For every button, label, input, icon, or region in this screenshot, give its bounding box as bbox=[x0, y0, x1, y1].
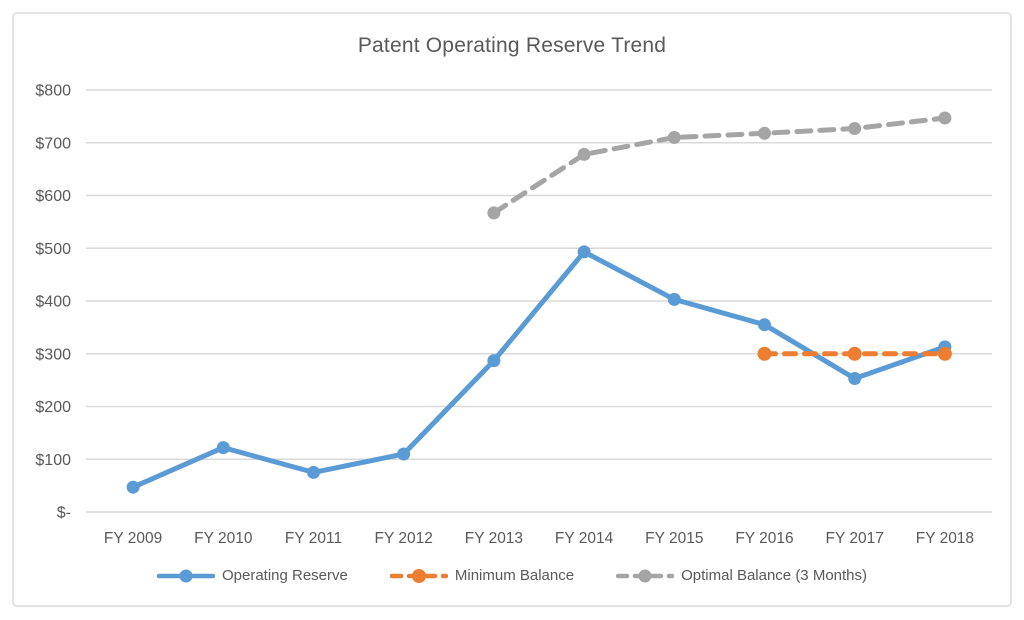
series-line-operating-reserve bbox=[130, 249, 948, 490]
data-point-operating-reserve bbox=[848, 372, 862, 385]
legend-label-optimal-balance: Optimal Balance (3 Months) bbox=[681, 567, 868, 584]
data-point-operating-reserve bbox=[397, 447, 411, 461]
x-axis-tick-label: FY 2017 bbox=[826, 530, 884, 547]
legend-sample-marker bbox=[638, 569, 652, 582]
x-axis-tick-label: FY 2010 bbox=[194, 530, 253, 547]
x-axis-tick-label: FY 2009 bbox=[104, 530, 162, 547]
legend-sample-marker bbox=[411, 568, 426, 583]
x-axis-tick-label: FY 2011 bbox=[285, 530, 342, 547]
legend-line-marker-icon bbox=[156, 569, 215, 582]
legend-item-operating-reserve: Operating Reserve bbox=[156, 567, 348, 584]
y-axis-tick-label: $200 bbox=[35, 399, 71, 416]
data-point-operating-reserve bbox=[667, 292, 681, 306]
legend-line-marker-icon bbox=[616, 569, 675, 582]
y-axis-tick-label: $500 bbox=[35, 241, 71, 258]
y-axis-tick-label: $600 bbox=[35, 188, 71, 205]
data-point-minimum-balance bbox=[937, 346, 952, 361]
data-point-operating-reserve bbox=[577, 245, 591, 259]
x-axis-tick-label: FY 2013 bbox=[465, 530, 523, 547]
x-axis-tick-label: FY 2016 bbox=[735, 530, 793, 547]
x-axis-tick-label: FY 2014 bbox=[555, 530, 614, 547]
x-axis-tick-label: FY 2012 bbox=[375, 530, 433, 547]
data-point-operating-reserve bbox=[126, 480, 140, 494]
legend-item-optimal-balance: Optimal Balance (3 Months) bbox=[616, 567, 867, 584]
legend-item-minimum-balance: Minimum Balance bbox=[389, 567, 575, 584]
chart-title: Patent Operating Reserve Trend bbox=[357, 34, 667, 57]
data-point-operating-reserve bbox=[216, 441, 230, 455]
legend-label-minimum-balance: Minimum Balance bbox=[454, 567, 575, 584]
y-axis-tick-label: $800 bbox=[35, 83, 71, 100]
data-point-optimal-balance-3-months bbox=[667, 131, 681, 144]
data-point-minimum-balance bbox=[757, 346, 772, 361]
data-point-optimal-balance-3-months bbox=[487, 206, 501, 220]
y-axis-tick-label: $300 bbox=[35, 346, 71, 363]
data-point-optimal-balance-3-months bbox=[758, 126, 771, 140]
legend-sample-marker bbox=[179, 569, 193, 582]
y-axis-tick-label: $700 bbox=[35, 135, 71, 152]
y-axis-tick-label: $100 bbox=[35, 452, 71, 469]
legend-label-operating-reserve: Operating Reserve bbox=[221, 567, 348, 584]
data-point-optimal-balance-3-months bbox=[938, 111, 952, 125]
data-point-operating-reserve bbox=[487, 354, 501, 368]
legend-line-marker-icon bbox=[389, 568, 448, 583]
x-axis-tick-label: FY 2018 bbox=[916, 530, 974, 547]
data-point-operating-reserve bbox=[307, 465, 320, 479]
chart-frame bbox=[12, 12, 1012, 607]
data-point-minimum-balance bbox=[847, 346, 862, 361]
y-axis-tick-label: $400 bbox=[35, 294, 71, 311]
chart-legend: Operating Reserve Minimum Balance Optima… bbox=[0, 567, 1024, 584]
data-point-operating-reserve bbox=[758, 318, 771, 332]
data-point-optimal-balance-3-months bbox=[577, 147, 591, 161]
data-point-optimal-balance-3-months bbox=[848, 122, 862, 135]
y-axis-tick-label: $- bbox=[57, 505, 71, 522]
series-line-optimal-balance-3-months bbox=[491, 115, 948, 216]
x-axis-tick-label: FY 2015 bbox=[645, 530, 703, 547]
